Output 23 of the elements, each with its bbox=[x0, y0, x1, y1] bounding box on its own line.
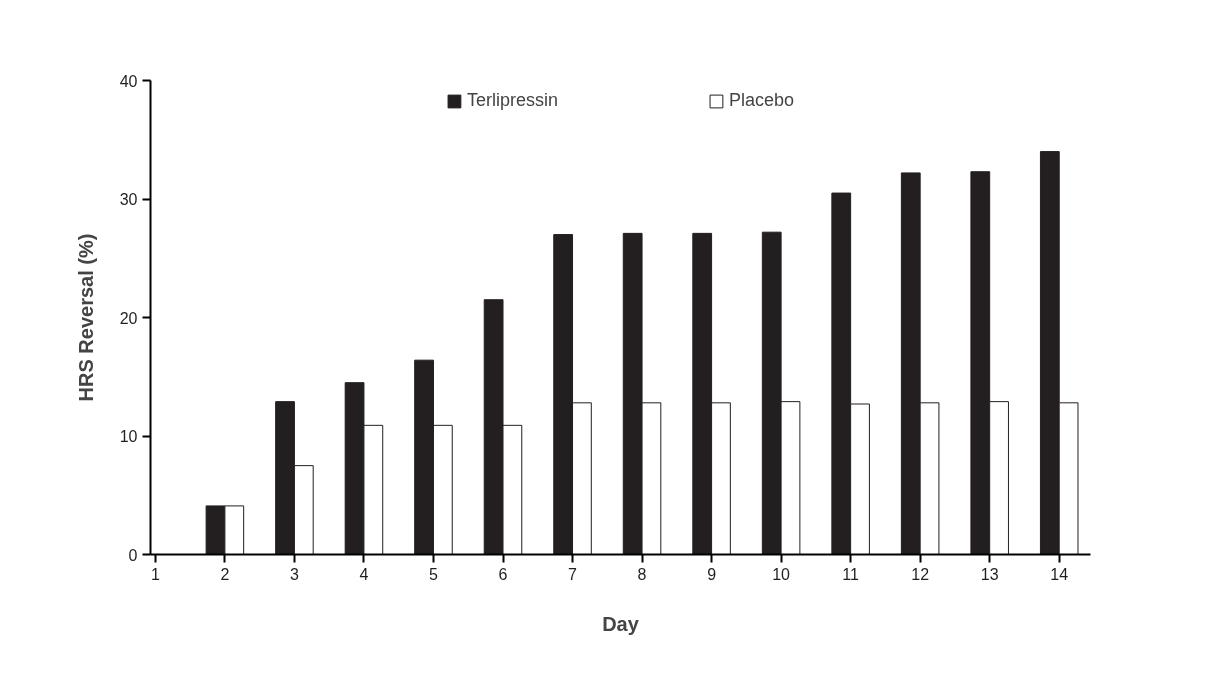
x-tick-label: 6 bbox=[498, 565, 508, 583]
x-tick-label: 2 bbox=[220, 565, 230, 583]
x-tick-label: 13 bbox=[980, 565, 999, 583]
x-tick-label: 10 bbox=[772, 565, 791, 583]
legend-label: Terlipressin bbox=[466, 90, 558, 111]
y-tick-label: 0 bbox=[128, 546, 138, 564]
legend-label: Placebo bbox=[728, 90, 795, 111]
x-tick-label: 1 bbox=[150, 565, 160, 583]
y-tick-label: 10 bbox=[119, 428, 138, 445]
x-tick-label: 8 bbox=[637, 565, 647, 583]
y-axis-title: HRS Reversal (%) bbox=[74, 233, 97, 402]
x-tick-label: 14 bbox=[1050, 565, 1069, 583]
y-tick-label: 20 bbox=[119, 309, 138, 327]
x-tick-label: 9 bbox=[707, 565, 717, 583]
x-tick-label: 5 bbox=[429, 565, 439, 583]
x-tick-label: 3 bbox=[289, 565, 299, 583]
x-tick-label: 12 bbox=[911, 565, 930, 583]
x-axis-title: Day bbox=[602, 612, 640, 635]
y-tick-label: 40 bbox=[119, 72, 138, 90]
x-tick-label: 7 bbox=[568, 565, 578, 583]
y-tick-label: 30 bbox=[119, 191, 138, 208]
x-tick-label: 4 bbox=[359, 565, 369, 583]
x-tick-label: 11 bbox=[842, 565, 860, 583]
